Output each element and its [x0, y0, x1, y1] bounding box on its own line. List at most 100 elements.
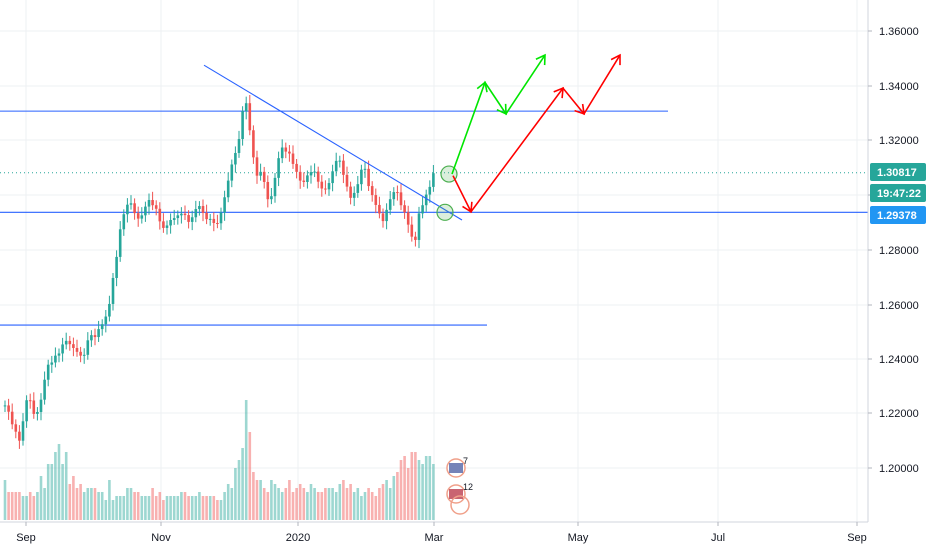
volume-bar: [57, 444, 61, 520]
candle-body: [165, 225, 169, 228]
volume-bar: [136, 492, 140, 520]
volume-bar: [277, 488, 280, 520]
volume-bar: [151, 488, 154, 520]
highlight-circle[interactable]: [436, 203, 454, 221]
candle-body: [205, 212, 208, 220]
candle-body: [46, 364, 50, 380]
bearish-arrowhead: [610, 53, 621, 66]
volume-bar: [385, 480, 388, 520]
candle-body: [111, 277, 115, 304]
candle-body: [97, 329, 100, 338]
volume-bar: [428, 456, 432, 520]
volume-bar: [338, 484, 342, 520]
bullish-projection-path[interactable]: [451, 54, 546, 175]
volume-bar: [39, 476, 43, 520]
candle-body: [363, 168, 367, 170]
candle-body: [90, 335, 93, 341]
candle-body: [226, 180, 230, 198]
candle-body: [414, 236, 417, 240]
candle-body: [61, 344, 64, 354]
candle-body: [93, 335, 97, 338]
volume-bar: [36, 492, 39, 520]
candle-body: [255, 157, 259, 176]
candle-body: [57, 353, 61, 356]
event-marker[interactable]: 7: [446, 456, 468, 478]
volume-bar: [68, 484, 72, 520]
candle-body: [270, 196, 273, 200]
candle-body: [428, 186, 432, 195]
candle-body: [43, 379, 46, 400]
volume-bar: [111, 500, 115, 520]
event-count: 12: [463, 482, 473, 492]
candle-body: [183, 213, 187, 216]
bearish-projection-path[interactable]: [452, 54, 621, 214]
volume-bar: [334, 492, 338, 520]
time-axis[interactable]: Sep Nov 2020 Mar May Jul Sep: [0, 521, 868, 544]
volume-bar: [320, 492, 324, 520]
volume-bar: [266, 492, 270, 520]
candle-body: [79, 351, 82, 356]
volume-bar: [360, 496, 363, 520]
candle-body: [21, 421, 25, 441]
volume-bar: [421, 464, 424, 520]
price-tick-label: 1.24000: [879, 354, 919, 366]
candle-body: [86, 340, 90, 355]
volume-bar: [79, 484, 82, 520]
candle-body: [126, 204, 129, 215]
volume-bar: [115, 496, 118, 520]
candle-body: [280, 147, 284, 159]
volume-bar: [180, 492, 183, 520]
price-tick-label: 1.34000: [879, 81, 919, 93]
volume-bar: [104, 500, 108, 520]
volume-bar: [201, 496, 205, 520]
price-badge-text: 1.29378: [877, 210, 917, 222]
volume-bar: [295, 488, 298, 520]
volume-bar: [306, 492, 309, 520]
drawings[interactable]: [203, 53, 621, 221]
volume-bar: [414, 452, 417, 520]
candle-body: [108, 303, 111, 317]
volume-bar: [255, 480, 259, 520]
volume-bar: [140, 496, 144, 520]
volume-bar: [147, 496, 151, 520]
candle-body: [273, 177, 277, 197]
candle-body: [140, 215, 144, 219]
price-tick-label: 1.20000: [879, 463, 919, 475]
price-axis[interactable]: 1.360001.340001.320001.300001.280001.260…: [867, 0, 932, 550]
volume-bar: [208, 496, 212, 520]
candle-body: [406, 212, 410, 225]
candle-body: [18, 431, 21, 441]
volume-bar: [324, 488, 327, 520]
candle-body: [417, 213, 421, 240]
volume-bar: [367, 488, 370, 520]
volume-bar: [118, 496, 122, 520]
volume-bar: [216, 500, 219, 520]
candle-body: [212, 218, 216, 223]
candle-body: [378, 204, 381, 214]
price-badge: 19:47:22: [870, 184, 926, 202]
volume-bar: [10, 492, 14, 520]
volume-bar: [187, 496, 190, 520]
candle-body: [266, 181, 270, 200]
flag-fill: [449, 463, 463, 473]
candle-body: [324, 188, 327, 190]
candle-body: [316, 171, 320, 182]
volume-bar: [331, 488, 334, 520]
event-marker[interactable]: 12: [446, 482, 473, 504]
volume-bar: [18, 492, 21, 520]
candle-body: [388, 199, 392, 210]
volume-bar: [21, 496, 25, 520]
candle-body: [190, 217, 194, 222]
price-tick-label: 1.36000: [879, 26, 919, 38]
volume-bar: [194, 496, 198, 520]
trendline[interactable]: [203, 64, 463, 221]
candle-body: [14, 424, 18, 432]
candle-body: [237, 139, 241, 153]
volume-bar: [86, 488, 90, 520]
event-markers[interactable]: 7 12: [446, 456, 473, 515]
candle-body: [356, 184, 360, 193]
candle-body: [147, 200, 151, 207]
volume-bar: [363, 492, 367, 520]
candle-body: [151, 200, 154, 206]
